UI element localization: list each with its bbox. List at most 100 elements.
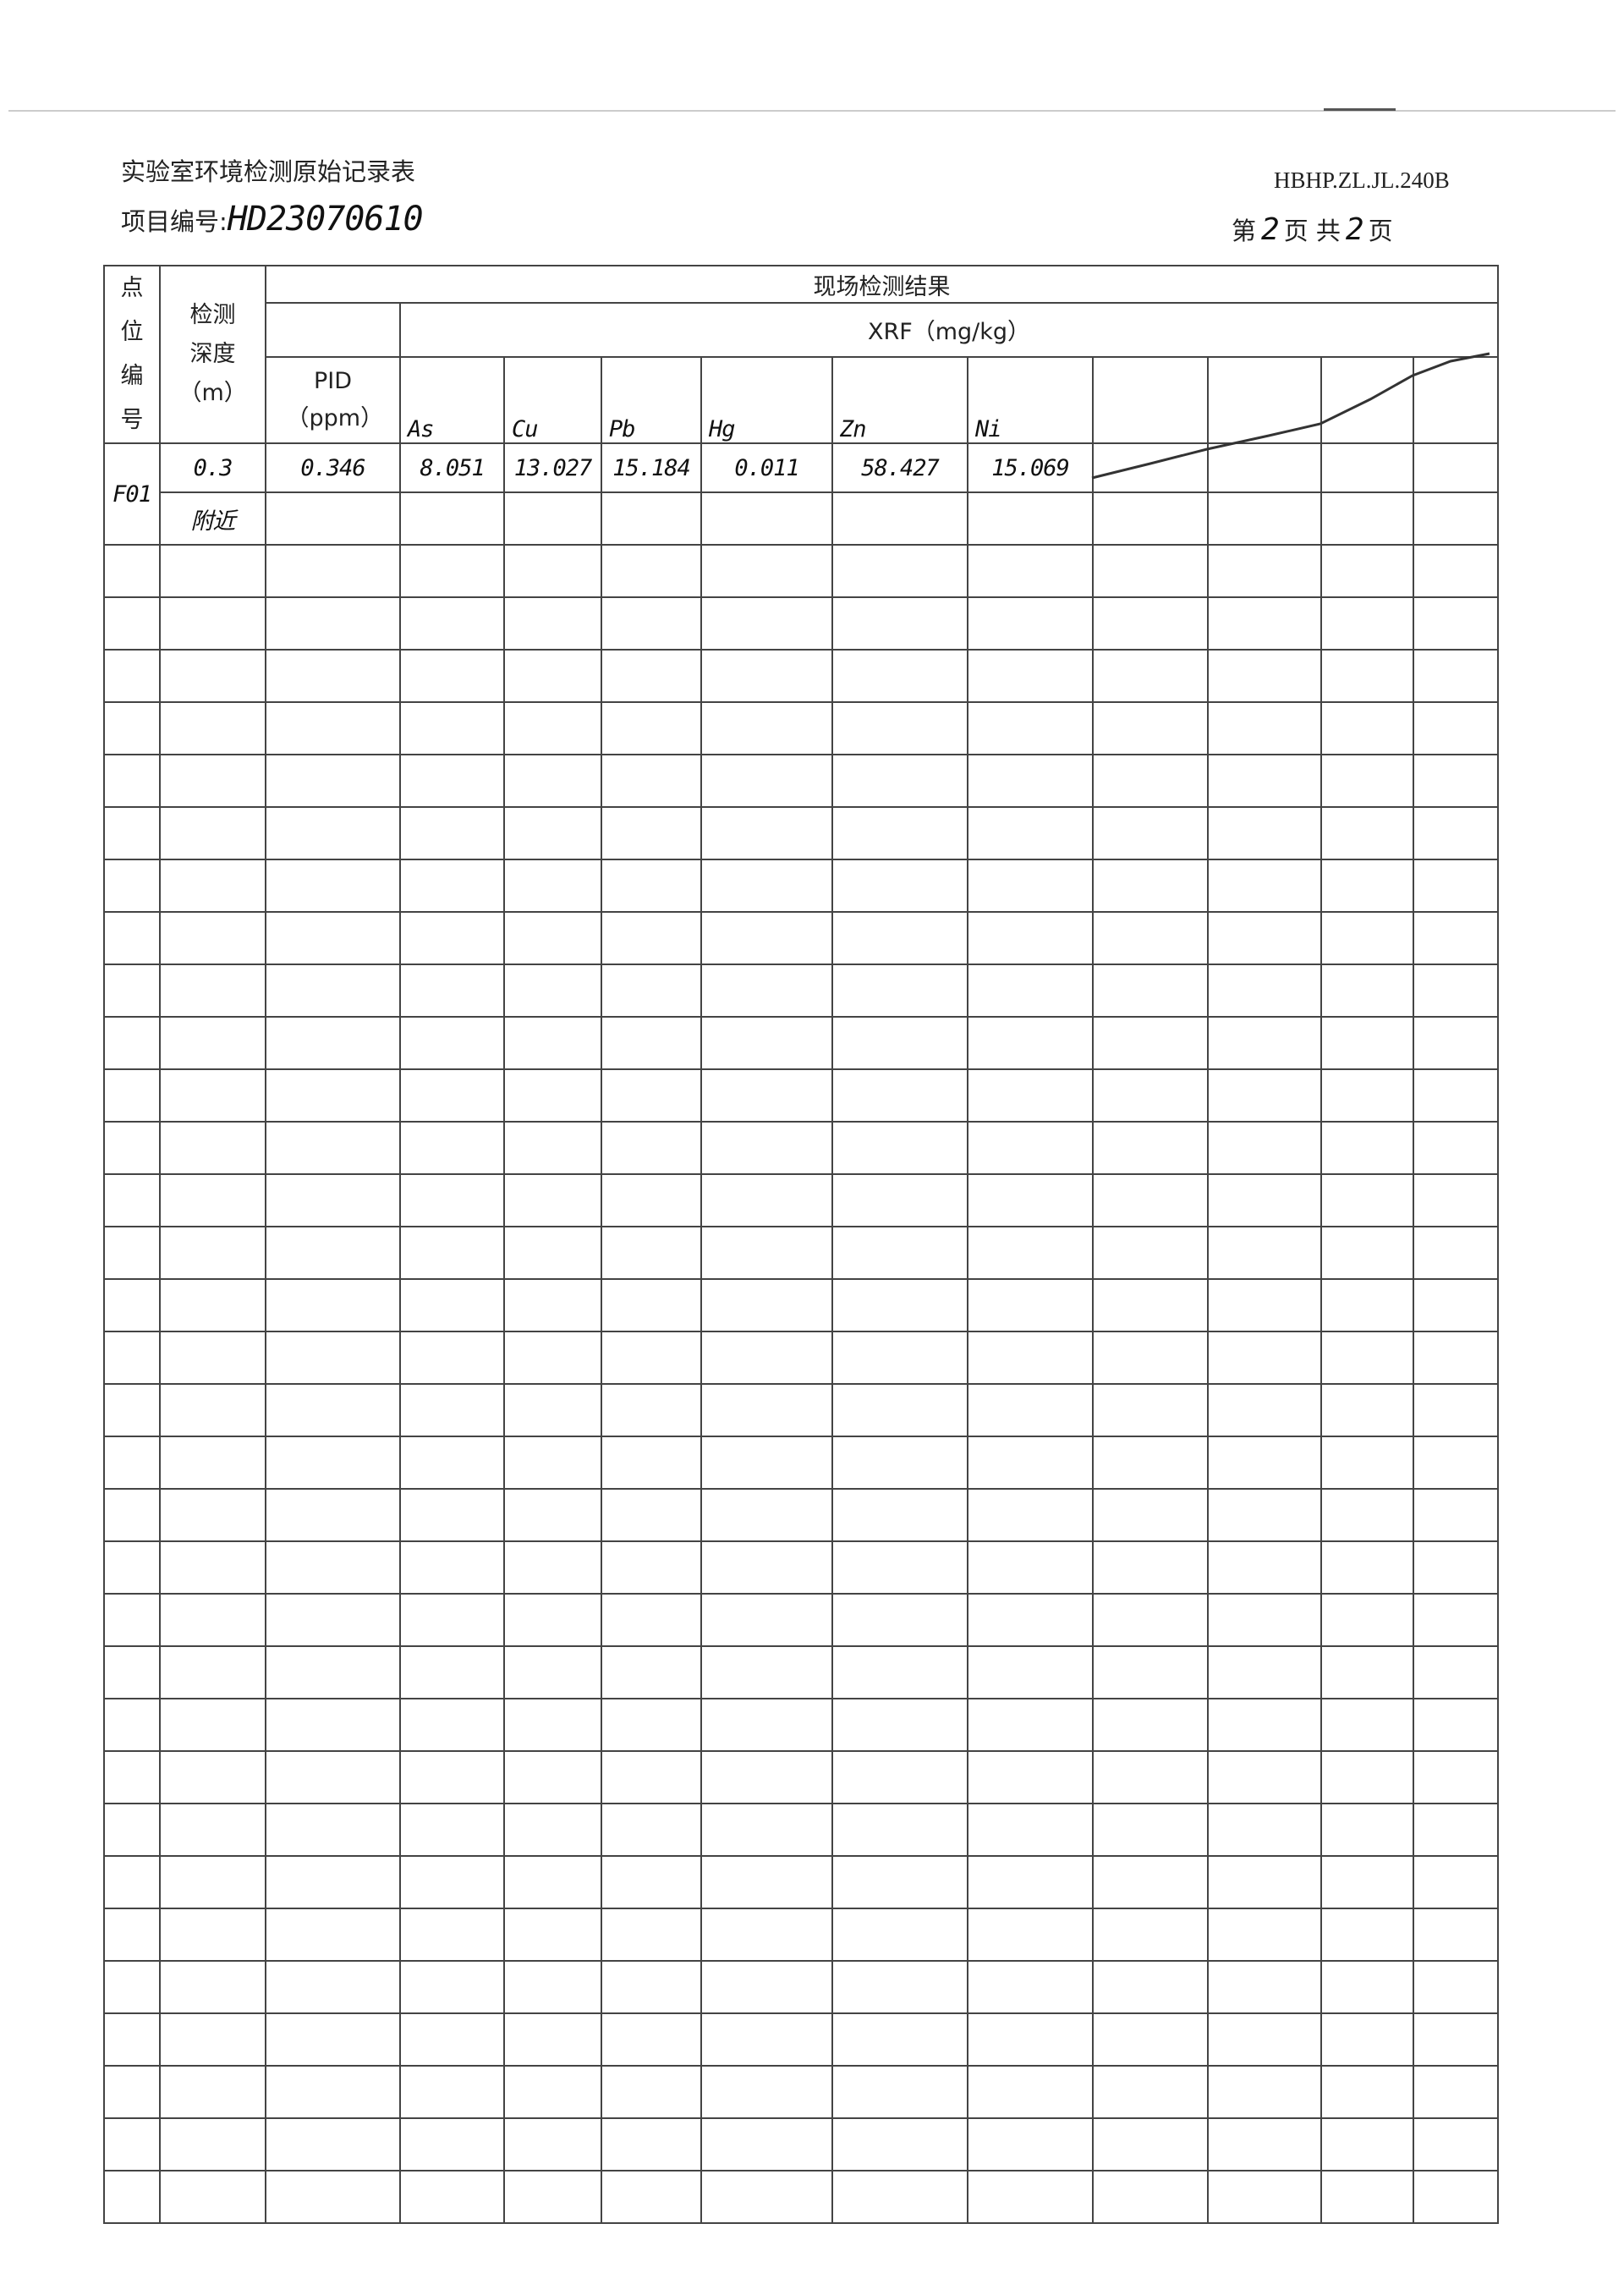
blank-cell <box>159 2170 266 2224</box>
table-row <box>103 1121 1500 1175</box>
blank-cell <box>831 649 968 703</box>
blank-cell <box>399 859 505 913</box>
blank-cell <box>601 1750 702 1804</box>
blank-cell <box>1320 596 1414 651</box>
blank-cell <box>399 1803 505 1857</box>
blank-cell <box>1320 1645 1414 1699</box>
blank-cell <box>503 596 602 651</box>
blank-cell <box>831 1226 968 1280</box>
blank-cell <box>700 859 833 913</box>
table-row <box>103 2065 1500 2119</box>
blank-cell <box>1207 596 1322 651</box>
scan-edge-mark <box>1324 108 1396 111</box>
blank-cell <box>967 596 1094 651</box>
blank-cell <box>1320 964 1414 1018</box>
blank-cell <box>700 1488 833 1542</box>
blank-cell <box>700 1016 833 1070</box>
blank-cell <box>831 1121 968 1175</box>
pid-header: PID（ppm） <box>265 355 401 445</box>
blank-cell <box>103 1383 161 1437</box>
blank-cell <box>601 806 702 860</box>
blank-cell <box>601 1855 702 1909</box>
blank-cell <box>265 1960 401 2014</box>
blank-cell <box>1092 1436 1209 1490</box>
blank-cell <box>1412 1960 1500 2014</box>
blank-cell <box>601 1645 702 1699</box>
table-row: F01 0.3 0.346 8.051 13.027 15.184 0.011 58.427 1… <box>103 442 1500 546</box>
blank-cell <box>1092 544 1209 598</box>
blank-cell <box>1320 2117 1414 2171</box>
blank-cell <box>1207 2170 1322 2224</box>
blank-cell <box>503 1331 602 1385</box>
blank-cell <box>159 1016 266 1070</box>
blank-cell <box>265 2065 401 2119</box>
blank-cell <box>399 596 505 651</box>
table-row <box>103 1173 1500 1227</box>
table-row <box>103 1750 1500 1804</box>
blank-cell <box>700 1593 833 1647</box>
blank-cell <box>967 1016 1094 1070</box>
table-row <box>103 1540 1500 1595</box>
blank-cell <box>1412 1121 1500 1175</box>
point-code-cell: F01 <box>103 442 161 546</box>
blank-cell <box>265 596 401 651</box>
blank-cell <box>1092 2012 1209 2067</box>
blank-cell <box>1320 1908 1414 1962</box>
blank-cell <box>159 649 266 703</box>
table-row <box>103 1436 1500 1490</box>
blank-cell <box>1207 1698 1322 1752</box>
blank-cell <box>831 2117 968 2171</box>
table-row <box>103 859 1500 913</box>
blank-cell <box>1092 1908 1209 1962</box>
blank-cell <box>1092 1331 1209 1385</box>
blank-cell <box>1412 1436 1500 1490</box>
blank-cell <box>503 544 602 598</box>
blank-cell <box>1412 2065 1500 2119</box>
blank-cell <box>399 2117 505 2171</box>
blank-cell <box>399 1908 505 1962</box>
blank-cell <box>831 701 968 755</box>
blank-cell <box>399 1698 505 1752</box>
blank-cell <box>1320 442 1414 493</box>
blank-cell <box>700 1908 833 1962</box>
blank-cell <box>503 754 602 808</box>
blank-cell <box>265 1331 401 1385</box>
blank-cell <box>700 491 833 546</box>
blank-cell <box>103 2065 161 2119</box>
blank-cell <box>1320 754 1414 808</box>
blank-cell <box>700 2170 833 2224</box>
blank-cell <box>700 1803 833 1857</box>
blank-cell <box>103 1698 161 1752</box>
blank-cell <box>399 1645 505 1699</box>
blank-cell <box>399 1173 505 1227</box>
blank-cell <box>503 1593 602 1647</box>
blank-cell <box>1092 806 1209 860</box>
blank-cell <box>265 2117 401 2171</box>
blank-cell <box>503 2065 602 2119</box>
blank-cell <box>1207 2065 1322 2119</box>
blank-cell <box>1207 1803 1322 1857</box>
blank-cell <box>1320 1226 1414 1280</box>
blank-cell <box>159 1436 266 1490</box>
blank-cell <box>601 1540 702 1595</box>
blank-cell <box>1320 544 1414 598</box>
blank-cell <box>831 1331 968 1385</box>
blank-cell <box>1320 1173 1414 1227</box>
page-total: 2 <box>1345 212 1364 247</box>
blank-cell <box>103 2012 161 2067</box>
blank-cell <box>1092 1226 1209 1280</box>
blank-cell <box>601 649 702 703</box>
page-prefix: 第 <box>1232 217 1257 245</box>
blank-cell <box>967 911 1094 965</box>
table-row <box>103 1016 1500 1070</box>
blank-cell <box>601 1068 702 1123</box>
pid-cell: 0.346 <box>265 442 401 493</box>
blank-cell <box>831 544 968 598</box>
table-row <box>103 1068 1500 1123</box>
blank-cell <box>1092 491 1209 546</box>
blank-cell <box>601 2170 702 2224</box>
blank-cell <box>1412 911 1500 965</box>
blank-cell <box>159 1803 266 1857</box>
pid-header-text: PID（ppm） <box>286 367 384 431</box>
blank-cell <box>700 1960 833 2014</box>
